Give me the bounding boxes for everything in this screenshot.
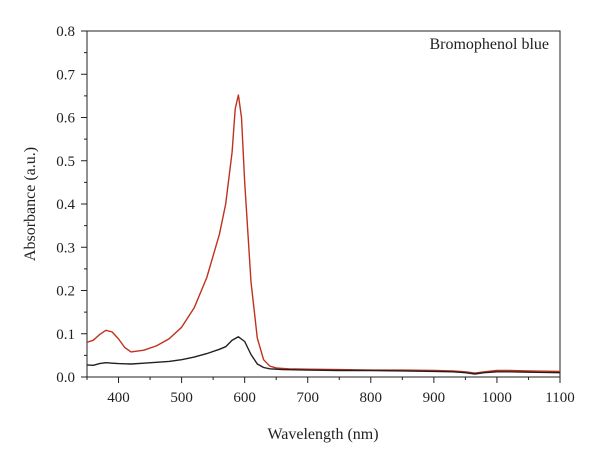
plot-frame — [86, 30, 561, 378]
y-tick-label: 0.0 — [56, 370, 75, 386]
x-axis-label: Wavelength (nm) — [267, 426, 378, 443]
x-tick-label: 600 — [233, 390, 256, 406]
x-ticks: 400 500 600 700 800 900 1000 1100 — [86, 377, 575, 406]
y-tick-label: 0.4 — [56, 197, 75, 213]
x-tick-label: 400 — [107, 390, 130, 406]
x-tick-label: 800 — [360, 390, 383, 406]
y-tick-label: 0.6 — [56, 111, 75, 127]
y-tick-label: 0.8 — [56, 24, 75, 40]
x-tick-label: 1000 — [482, 390, 512, 406]
x-tick-label: 500 — [170, 390, 193, 406]
y-tick-label: 0.5 — [56, 154, 75, 170]
chart-annotation: Bromophenol blue — [429, 36, 549, 53]
y-ticks: 0.0 0.1 0.2 0.3 0.4 0.5 0.6 0.7 0.8 — [56, 24, 87, 386]
x-tick-label: 1100 — [545, 390, 574, 406]
y-axis-label: Absorbance (a.u.) — [22, 147, 39, 261]
y-tick-label: 0.7 — [56, 67, 75, 83]
series-line-2 — [86, 336, 561, 375]
axes — [86, 30, 561, 378]
y-tick-label: 0.2 — [56, 284, 75, 300]
y-tick-label: 0.3 — [56, 240, 75, 256]
x-tick-label: 700 — [296, 390, 319, 406]
y-tick-label: 0.1 — [56, 327, 75, 343]
x-tick-label: 900 — [423, 390, 446, 406]
series-line-1 — [86, 94, 561, 374]
series-layer — [86, 94, 561, 375]
